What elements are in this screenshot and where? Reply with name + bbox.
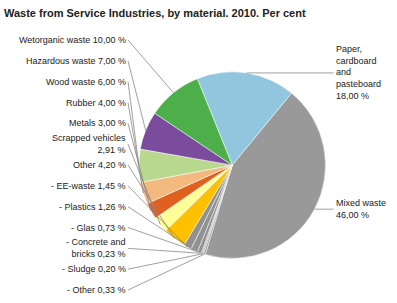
svg-text:Wetorganic waste 10,00 %: Wetorganic waste 10,00 % bbox=[19, 35, 126, 45]
svg-text:- Sludge 0,20 %: - Sludge 0,20 % bbox=[62, 264, 126, 274]
svg-text:Waste from Service Industries,: Waste from Service Industries, by materi… bbox=[4, 7, 306, 19]
svg-text:- Concrete and bricks 0,23 %: - Concrete and bricks 0,23 % bbox=[66, 237, 126, 259]
svg-text:Wood waste 6,00 %: Wood waste 6,00 % bbox=[46, 77, 126, 87]
svg-text:- Plastics 1,26 %: - Plastics 1,26 % bbox=[59, 202, 126, 212]
svg-text:- EE-waste 1,45 %: - EE-waste 1,45 % bbox=[51, 181, 126, 191]
svg-text:Metals 3,00 %: Metals 3,00 % bbox=[69, 118, 126, 128]
svg-text:Mixed waste46,00 %: Mixed waste46,00 % bbox=[336, 198, 386, 220]
svg-text:Hazardous waste 7,00 %: Hazardous waste 7,00 % bbox=[26, 56, 126, 66]
svg-text:- Other 0,33 %: - Other 0,33 % bbox=[67, 285, 126, 295]
svg-text:Scrapped vehicles2,91 %: Scrapped vehicles2,91 % bbox=[52, 133, 126, 155]
svg-text:Paper,cardboardandpasteboard18: Paper,cardboardandpasteboard18,00 % bbox=[336, 44, 381, 101]
svg-text:- Glas 0,73 %: - Glas 0,73 % bbox=[71, 223, 126, 233]
svg-text:Rubber 4,00 %: Rubber 4,00 % bbox=[66, 98, 126, 108]
svg-text:Other 4,20 %: Other 4,20 % bbox=[73, 160, 126, 170]
